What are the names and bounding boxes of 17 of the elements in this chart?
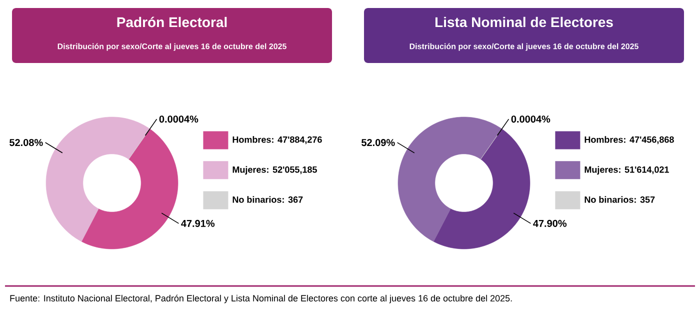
data-label: 0.0004% [511, 116, 550, 123]
data-label: 52.08% [10, 138, 43, 146]
chart-title: Lista Nominal de Electores [435, 16, 613, 28]
legend-label: No binarios: 357 [584, 196, 655, 203]
legend-label: Mujeres: 52'055,185 [232, 166, 317, 175]
legend-label: Mujeres: 51'614,021 [584, 166, 669, 175]
chart-subtitle: Distribución por sexo/Corte al jueves 16 de octubre del 2025 [58, 43, 286, 51]
data-label: 52.09% [362, 139, 395, 146]
chart-title: Padrón Electoral [117, 16, 227, 28]
legend-label: Hombres: 47'456,868 [584, 136, 674, 144]
chart-subtitle: Distribución por sexo/Corte al jueves 16 de octubre del 2025 [410, 43, 638, 51]
data-label: 0.0004% [159, 116, 198, 123]
legend-label: Hombres: 47'884,276 [232, 136, 322, 144]
data-label: 47.90% [533, 220, 567, 227]
legend-label: No binarios: 367 [232, 196, 303, 203]
source-note: Fuente: Instituto Nacional Electoral, Padrón Electoral y Lista Nominal de Electores con corte al jueves 16 de octubre del 2025. [10, 294, 512, 304]
data-label: 47.91% [181, 220, 215, 227]
